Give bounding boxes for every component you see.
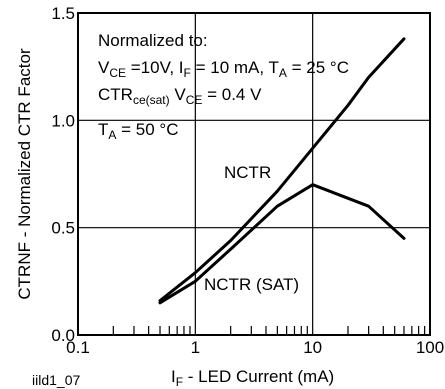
plot-frame [77,12,431,336]
series-line-nctr [158,37,406,303]
series-line-nctr-sat [158,183,406,305]
series-layer [158,37,406,305]
note-line-1: Normalized to: [98,31,208,50]
x-tick-label: 0.1 [66,338,90,357]
series-label-nctr: NCTR [224,163,271,182]
normalization-note: Normalized to: VCE =10V, IF = 10 mA, TA … [98,31,349,142]
note-line-4: TA = 50 °C [98,120,179,142]
note-line-3: CTRce(sat) VCE = 0.4 V [98,85,262,107]
y-tick-label: 1.5 [51,4,75,23]
y-tick-labels: 0.0 0.5 1.0 1.5 [51,4,75,345]
y-tick-label: 0.0 [51,326,75,345]
x-tick-labels: 0.1 1 10 100 [66,338,444,357]
x-tick-label: 10 [303,338,322,357]
figure-id: iild1_07 [32,372,80,388]
note-line-2: VCE =10V, IF = 10 mA, TA = 25 °C [98,58,349,80]
y-tick-label: 0.5 [51,219,75,238]
minor-ticks [112,326,426,335]
y-tick-label: 1.0 [51,111,75,130]
y-axis-title: CTRNF - Normalized CTR Factor [15,48,34,300]
x-tick-label: 1 [191,338,200,357]
x-axis-title: IF - LED Current (mA) [171,367,334,389]
series-label-nctr-sat: NCTR (SAT) [204,275,299,294]
x-tick-label: 100 [416,338,444,357]
